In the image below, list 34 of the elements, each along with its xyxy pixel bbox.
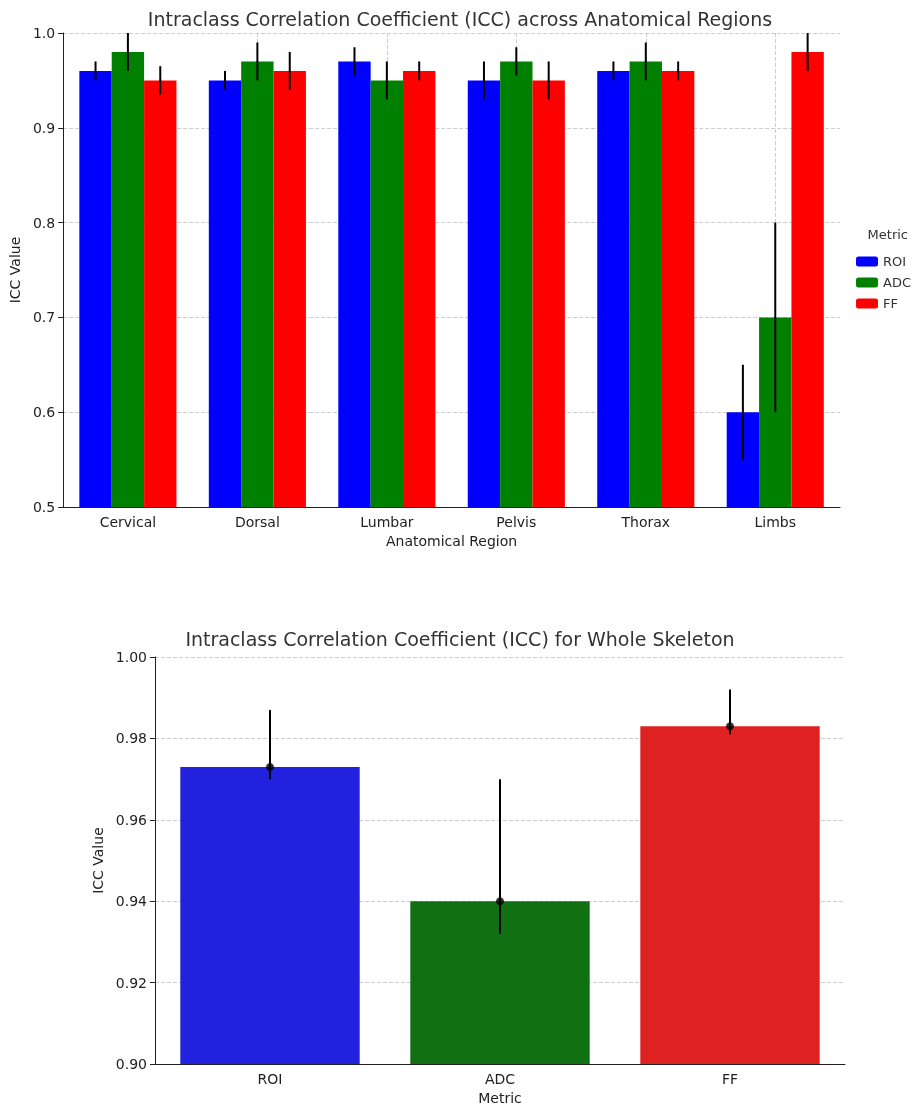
y-axis-title: ICC Value — [89, 827, 106, 894]
y-axis-title: ICC Value — [7, 236, 23, 304]
y-tick-label: 0.90 — [115, 1056, 147, 1073]
x-tick-label: Thorax — [620, 514, 671, 530]
chart-title: Intraclass Correlation Coefficient (ICC) across Anatomical Regions — [147, 7, 773, 30]
y-tick-label: 1.0 — [32, 25, 56, 41]
x-tick-label: FF — [721, 1071, 739, 1088]
y-tick-label: 0.5 — [32, 499, 56, 515]
x-tick-label: ADC — [484, 1071, 516, 1088]
y-tick-label: 0.8 — [32, 214, 56, 231]
x-tick-label: Dorsal — [234, 514, 280, 530]
point — [726, 722, 734, 731]
y-tick-label: 0.94 — [115, 893, 148, 910]
y-tick-label: 0.6 — [32, 404, 56, 421]
y-tick-label: 0.98 — [115, 730, 147, 747]
chart-title: Intraclass Correlation Coefficient (ICC) for Whole Skeleton — [185, 627, 735, 650]
legend-label: FF — [883, 296, 898, 311]
legend-title: Metric — [867, 227, 909, 242]
x-tick-label: Cervical — [99, 514, 157, 530]
legend-label: ROI — [883, 254, 907, 269]
x-tick-label: Lumbar — [360, 514, 414, 530]
x-tick-label: Limbs — [754, 514, 797, 530]
y-tick-label: 0.9 — [32, 119, 56, 136]
x-tick-label: Pelvis — [496, 514, 537, 530]
y-tick-label: 0.96 — [115, 811, 148, 828]
y-tick-label: 1.00 — [115, 649, 147, 665]
point — [496, 897, 504, 906]
x-axis-title: Anatomical Region — [386, 532, 518, 549]
legend-label: ADC — [883, 275, 911, 290]
x-tick-label: ROI — [257, 1071, 283, 1088]
x-axis-title: Metric — [478, 1090, 522, 1106]
point — [266, 762, 274, 771]
y-tick-label: 0.7 — [32, 309, 56, 326]
y-tick-label: 0.92 — [115, 974, 147, 991]
